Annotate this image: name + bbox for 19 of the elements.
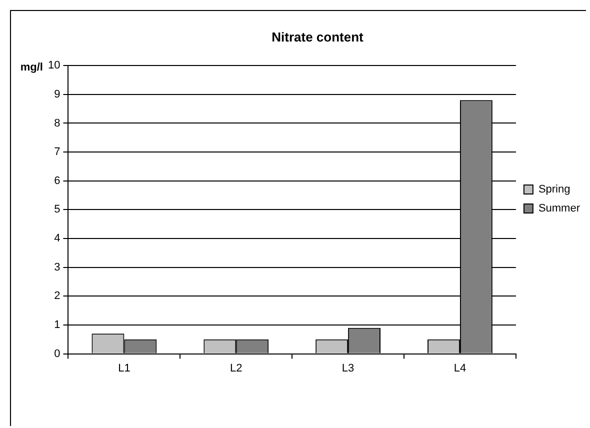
x-tick-label: L2 (230, 362, 242, 374)
y-tick-label: 4 (54, 232, 60, 245)
y-tick-label: 10 (48, 60, 60, 72)
y-tick-label: 1 (54, 319, 60, 332)
y-tick-label: 2 (54, 290, 60, 302)
y-tick-label: 6 (54, 174, 60, 187)
legend-label: Summer (538, 202, 580, 215)
x-tick-label: L1 (118, 362, 130, 374)
y-tick-label: 9 (54, 88, 60, 100)
y-tick-label: 3 (54, 261, 60, 274)
x-tick-label: L3 (342, 362, 354, 374)
x-tick-label: L4 (454, 362, 466, 374)
legend-label: Spring (538, 184, 570, 196)
y-tick-label: 0 (54, 348, 60, 360)
chart-title: Nitrate content (272, 29, 364, 44)
y-tick-label: 5 (54, 204, 60, 216)
y-tick-label: 7 (54, 146, 60, 158)
y-tick-label: 8 (54, 117, 60, 130)
y-axis-title: mg/l (20, 62, 43, 74)
